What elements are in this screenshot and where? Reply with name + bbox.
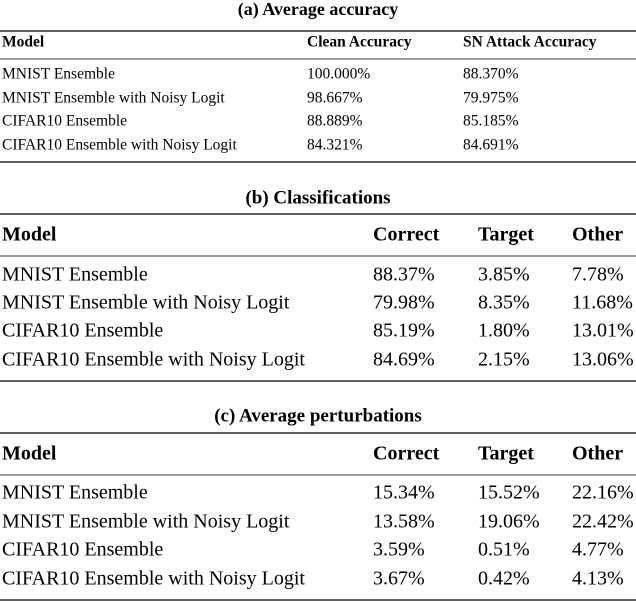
cell-value: 15.34% (373, 482, 435, 504)
row-label: CIFAR10 Ensemble with Noisy Logit (2, 349, 305, 371)
cell-value: 1.80% (478, 320, 530, 342)
cell-value: 84.321% (307, 137, 363, 154)
cell-value: 79.98% (373, 292, 435, 314)
row-label: MNIST Ensemble (2, 482, 148, 504)
cell-value: 19.06% (478, 511, 540, 533)
table-title: (b) Classifications (245, 187, 390, 208)
row-label: CIFAR10 Ensemble (2, 539, 163, 561)
table-title: (a) Average accuracy (238, 0, 399, 20)
column-header: Target (478, 224, 534, 246)
cell-value: 4.13% (572, 568, 624, 590)
cell-value: 3.85% (478, 264, 530, 286)
cell-value: 11.68% (572, 292, 633, 314)
cell-value: 85.19% (373, 320, 435, 342)
column-header: Target (478, 443, 534, 465)
cell-value: 3.67% (373, 568, 425, 590)
column-header: Correct (373, 224, 440, 246)
cell-value: 22.42% (572, 511, 634, 533)
cell-value: 85.185% (463, 113, 519, 130)
column-header: Model (2, 224, 57, 246)
cell-value: 2.15% (478, 349, 530, 371)
cell-value: 100.000% (307, 66, 370, 83)
column-header: Model (2, 443, 57, 465)
cell-value: 0.42% (478, 568, 530, 590)
column-header: Model (2, 34, 45, 51)
cell-value: 7.78% (572, 264, 624, 286)
row-label: MNIST Ensemble (2, 66, 115, 83)
cell-value: 88.889% (307, 113, 363, 130)
row-label: CIFAR10 Ensemble (2, 113, 127, 130)
table-title: (c) Average perturbations (214, 405, 422, 426)
cell-value: 8.35% (478, 292, 530, 314)
row-label: CIFAR10 Ensemble (2, 320, 163, 342)
cell-value: 84.691% (463, 137, 519, 154)
row-label: CIFAR10 Ensemble with Noisy Logit (2, 568, 305, 590)
cell-value: 88.370% (463, 66, 519, 83)
cell-value: 84.69% (373, 349, 435, 371)
cell-value: 79.975% (463, 90, 519, 107)
row-label: MNIST Ensemble with Noisy Logit (2, 292, 290, 314)
row-label: MNIST Ensemble with Noisy Logit (2, 511, 290, 533)
column-header: Correct (373, 443, 440, 465)
column-header: SN Attack Accuracy (463, 34, 597, 51)
cell-value: 15.52% (478, 482, 540, 504)
cell-value: 88.37% (373, 264, 435, 286)
cell-value: 4.77% (572, 539, 624, 561)
cell-value: 0.51% (478, 539, 530, 561)
cell-value: 13.01% (572, 320, 634, 342)
column-header: Other (572, 224, 623, 246)
cell-value: 3.59% (373, 539, 425, 561)
cell-value: 98.667% (307, 90, 363, 107)
cell-value: 13.06% (572, 349, 634, 371)
row-label: MNIST Ensemble with Noisy Logit (2, 90, 225, 107)
cell-value: 22.16% (572, 482, 634, 504)
row-label: MNIST Ensemble (2, 264, 148, 286)
row-label: CIFAR10 Ensemble with Noisy Logit (2, 137, 237, 154)
cell-value: 13.58% (373, 511, 435, 533)
column-header: Other (572, 443, 623, 465)
column-header: Clean Accuracy (307, 34, 412, 51)
